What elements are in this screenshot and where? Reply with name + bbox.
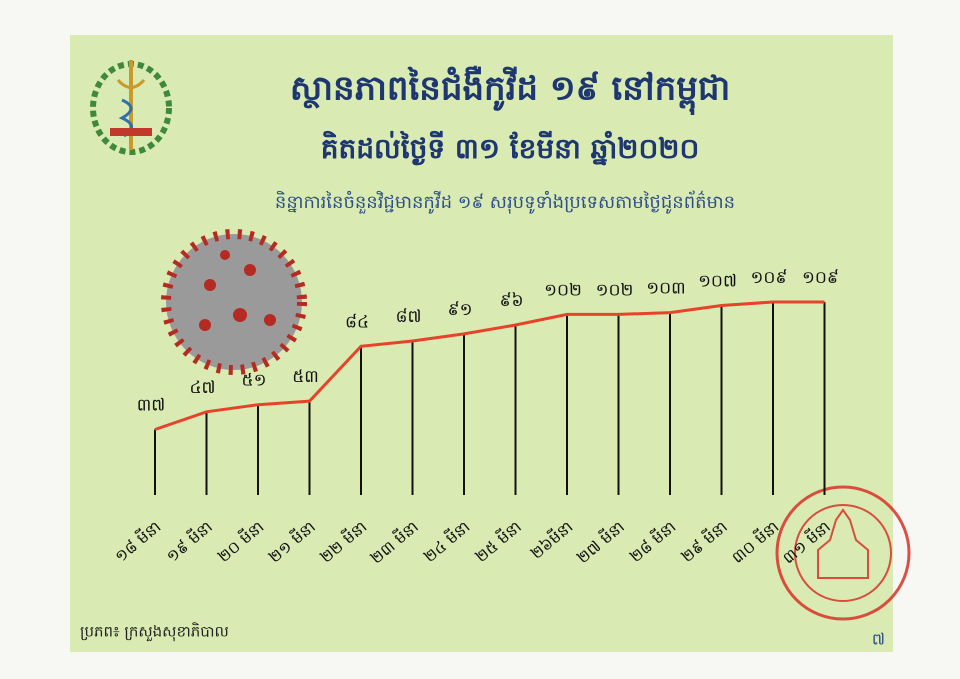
value-label: ១០៣ <box>646 279 685 299</box>
logo <box>90 60 172 155</box>
value-label: ១០២ <box>596 280 634 300</box>
chart-description: និន្នាការនៃចំនួនវិជ្ជមានកូវីដ ១៩ សរុបទូទ… <box>275 190 735 214</box>
value-label: ១០៩ <box>802 268 839 288</box>
data-line <box>154 300 825 431</box>
chart-title: ស្ថានភាពនៃជំងឺកូវីដ ១៩ នៅកម្ពុជា <box>290 66 730 116</box>
value-label: ៣៧ <box>137 395 165 415</box>
value-label: ៥១ <box>242 371 267 391</box>
value-label: ៤៧ <box>190 378 216 398</box>
value-label: ៩១ <box>448 300 473 320</box>
value-label: ៥៣ <box>292 367 319 387</box>
chart-subtitle: គិតដល់ថ្ងៃទី ៣១ ខែមីនា ឆ្នាំ២០២០ <box>321 130 700 166</box>
stamp <box>775 485 911 621</box>
value-label: ៨៤ <box>345 312 369 332</box>
value-label: ១០៧ <box>698 272 737 292</box>
source: ប្រភព៖ ក្រសួងសុខាភិបាល <box>80 622 229 642</box>
virus-illustration <box>161 229 307 375</box>
page-number: ៧ <box>872 630 885 649</box>
value-label: ៨៧ <box>396 307 422 327</box>
value-label: ១០២ <box>544 280 582 300</box>
value-label: ១០៩ <box>751 268 788 288</box>
value-label: ៩៦ <box>499 291 523 311</box>
